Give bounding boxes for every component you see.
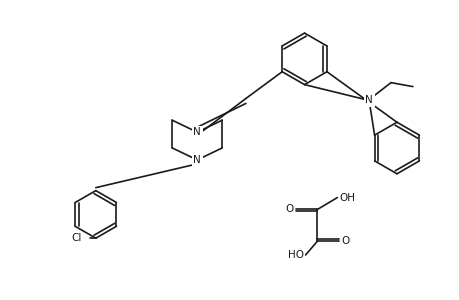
- Text: OH: OH: [339, 193, 354, 202]
- Text: N: N: [193, 155, 201, 165]
- Text: O: O: [341, 236, 349, 246]
- Text: Cl: Cl: [71, 233, 82, 243]
- Text: N: N: [193, 127, 201, 137]
- Text: O: O: [285, 204, 293, 214]
- Text: HO: HO: [287, 250, 303, 260]
- Text: N: N: [364, 95, 372, 106]
